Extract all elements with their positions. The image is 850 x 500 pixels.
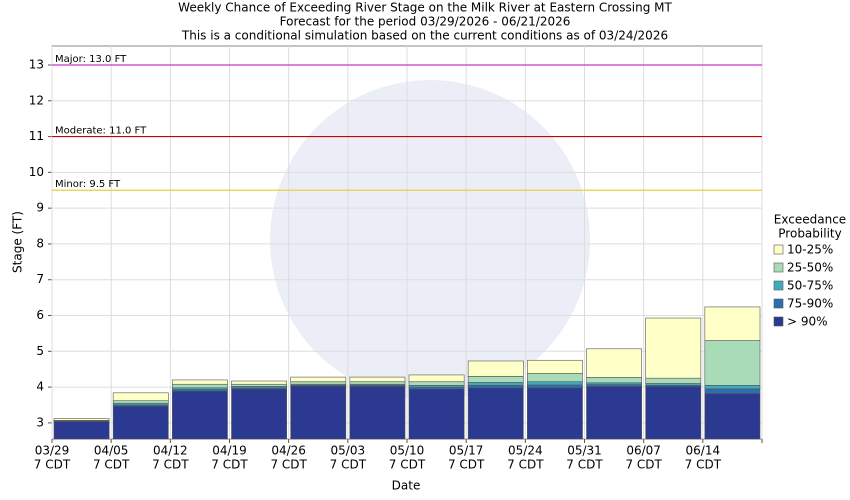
y-tick-label: 9 (36, 201, 44, 215)
bar-segment (527, 387, 583, 440)
y-tick-label: 3 (36, 415, 44, 429)
bar-segment (53, 421, 110, 440)
x-tick-sublabel: 7 CDT (330, 458, 367, 472)
y-tick-label: 10 (29, 165, 44, 179)
bar-segment (408, 381, 465, 386)
bar-segment (231, 380, 287, 385)
x-tick-label: 04/19 (212, 444, 247, 458)
bar-segment (645, 317, 702, 379)
x-tick-sublabel: 7 CDT (625, 458, 662, 472)
y-tick-label: 11 (29, 129, 44, 143)
x-axis-label: Date (392, 479, 421, 493)
legend-label: > 90% (787, 315, 828, 329)
bar-segment (467, 387, 524, 440)
y-tick-label: 12 (29, 93, 44, 107)
bar-segment (586, 348, 642, 378)
bar-segment (467, 360, 524, 377)
x-tick-label: 03/29 (35, 444, 70, 458)
x-tick-sublabel: 7 CDT (93, 458, 130, 472)
x-tick-label: 05/17 (449, 444, 484, 458)
y-tick-label: 6 (36, 308, 44, 322)
legend-title: Exceedance (774, 213, 846, 227)
x-tick-label: 05/24 (508, 444, 543, 458)
x-tick-sublabel: 7 CDT (270, 458, 307, 472)
x-tick-sublabel: 7 CDT (389, 458, 426, 472)
x-tick-sublabel: 7 CDT (685, 458, 722, 472)
x-tick-label: 05/03 (331, 444, 366, 458)
bar-segment (704, 393, 761, 440)
bar-segment (467, 382, 524, 386)
bar-segment (172, 379, 228, 385)
bar-segment (290, 376, 347, 383)
bar-segment (349, 376, 406, 383)
y-tick-label: 7 (36, 272, 44, 286)
y-tick-label: 13 (29, 57, 44, 71)
legend-swatch (773, 280, 784, 291)
bar-segment (467, 385, 524, 389)
bar-segment (527, 384, 583, 389)
x-tick-sublabel: 7 CDT (448, 458, 485, 472)
bar-segment (467, 376, 524, 383)
bar-segment (53, 418, 110, 421)
x-tick-label: 05/31 (567, 444, 602, 458)
threshold-label: Minor: 9.5 FT (55, 179, 121, 190)
x-tick-sublabel: 7 CDT (34, 458, 71, 472)
legend-swatch (773, 244, 784, 255)
y-tick-label: 4 (36, 380, 44, 394)
y-tick-label: 5 (36, 344, 44, 358)
legend-label: 75-90% (787, 297, 833, 311)
x-tick-sublabel: 7 CDT (566, 458, 603, 472)
bar-segment (408, 388, 465, 440)
title-line: Weekly Chance of Exceeding River Stage o… (178, 1, 672, 15)
bar-segment (112, 392, 169, 402)
x-tick-sublabel: 7 CDT (507, 458, 544, 472)
bar-segment (172, 383, 228, 389)
x-tick-sublabel: 7 CDT (152, 458, 189, 472)
y-tick-label: 8 (36, 236, 44, 250)
bar-segment (408, 374, 465, 383)
bar-segment (231, 383, 287, 387)
bar-segment (172, 390, 228, 440)
x-tick-label: 04/05 (94, 444, 129, 458)
bar-segment (704, 340, 761, 386)
x-tick-label: 04/26 (271, 444, 306, 458)
bar-segment (349, 381, 406, 385)
bar-segment (112, 400, 169, 404)
legend-label: 50-75% (787, 279, 833, 293)
watermark (270, 80, 590, 400)
bar-segment (586, 386, 642, 440)
x-tick-label: 04/12 (153, 444, 188, 458)
bar-segment (527, 359, 583, 374)
bar-segment (290, 385, 347, 440)
y-axis-label: Stage (FT) (11, 211, 25, 273)
x-tick-sublabel: 7 CDT (211, 458, 248, 472)
legend-swatch (773, 298, 784, 309)
legend-label: 25-50% (787, 261, 833, 275)
bar-segment (645, 377, 702, 384)
bar-segment (290, 381, 347, 385)
x-tick-label: 05/10 (390, 444, 425, 458)
bar-segment (704, 385, 761, 390)
bar-segment (704, 388, 761, 394)
threshold-label: Moderate: 11.0 FT (55, 126, 147, 137)
title-line: Forecast for the period 03/29/2026 - 06/… (280, 15, 571, 29)
legend-title: Probability (778, 227, 841, 241)
bar-segment (527, 373, 583, 383)
bar-segment (645, 386, 702, 440)
title-line: This is a conditional simulation based o… (181, 29, 668, 43)
bar-segment (231, 388, 287, 440)
bar-segment (704, 306, 761, 341)
legend-label: 10-25% (787, 243, 833, 257)
x-tick-label: 06/07 (626, 444, 661, 458)
legend-swatch (773, 262, 784, 273)
bar-segment (349, 386, 406, 440)
bar-segment (586, 377, 642, 384)
threshold-label: Major: 13.0 FT (55, 54, 127, 65)
legend-swatch (773, 316, 784, 327)
bar-segment (527, 381, 583, 386)
bar-segment (112, 405, 169, 440)
x-tick-label: 06/14 (686, 444, 721, 458)
